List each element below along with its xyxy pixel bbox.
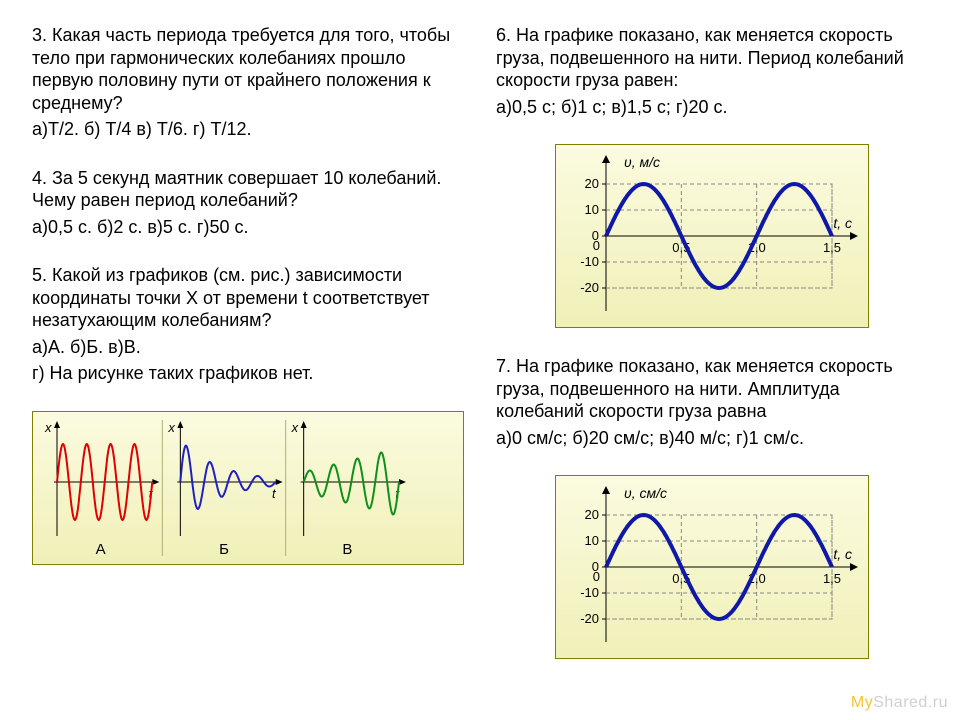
q6-chart-frame: -20-10010200,51,01,50υ, м/сt, с [555,144,869,328]
svg-text:-20: -20 [580,280,599,295]
q7-answers: а)0 см/с; б)20 см/с; в)40 м/с; г)1 см/с. [496,427,928,450]
svg-text:-10: -10 [580,585,599,600]
question-3: 3. Какая часть периода требуется для тог… [32,24,464,145]
q7-chart-frame: -20-10010200,51,01,50υ, см/сt, с [555,475,869,659]
svg-text:10: 10 [585,533,599,548]
svg-text:0: 0 [593,238,600,253]
velocity-chart: -20-10010200,51,01,50υ, м/сt, с [562,151,862,321]
q5-three-panels: xtАxtБxtВ [39,418,409,558]
velocity-chart: -20-10010200,51,01,50υ, см/сt, с [562,482,862,652]
left-column: 3. Какая часть периода требуется для тог… [32,24,464,696]
q5-charts-frame: xtАxtБxtВ [32,411,464,565]
svg-text:А: А [96,541,106,558]
q4-text: 4. За 5 секунд маятник совершает 10 коле… [32,167,464,212]
watermark-prefix: My [851,694,873,711]
q5-answers-1: а)А. б)Б. в)В. [32,336,464,359]
right-column: 6. На графике показано, как меняется ско… [496,24,928,696]
svg-text:x: x [167,420,175,435]
svg-text:t, с: t, с [833,215,852,231]
question-5: 5. Какой из графиков (см. рис.) зависимо… [32,264,464,389]
svg-text:-10: -10 [580,254,599,269]
q3-answers: а)T/2. б) T/4 в) T/6. г) T/12. [32,118,464,141]
q6-text: 6. На графике показано, как меняется ско… [496,24,928,92]
svg-text:В: В [342,541,352,558]
q3-text: 3. Какая часть периода требуется для тог… [32,24,464,114]
q4-answers: а)0,5 с. б)2 с. в)5 с. г)50 с. [32,216,464,239]
svg-text:20: 20 [585,176,599,191]
svg-text:20: 20 [585,507,599,522]
svg-text:Б: Б [219,541,229,558]
q5-answers-2: г) На рисунке таких графиков нет. [32,362,464,385]
question-6: 6. На графике показано, как меняется ско… [496,24,928,122]
watermark-suffix: Shared.ru [873,694,948,711]
svg-text:t, с: t, с [833,546,852,562]
svg-text:0: 0 [593,569,600,584]
question-4: 4. За 5 секунд маятник совершает 10 коле… [32,167,464,243]
svg-text:10: 10 [585,202,599,217]
svg-text:-20: -20 [580,611,599,626]
svg-text:x: x [44,420,52,435]
q5-text: 5. Какой из графиков (см. рис.) зависимо… [32,264,464,332]
q6-answers: а)0,5 с; б)1 с; в)1,5 с; г)20 с. [496,96,928,119]
watermark: MyShared.ru [851,694,948,712]
svg-text:υ, м/с: υ, м/с [624,154,660,170]
svg-text:1,5: 1,5 [823,571,841,586]
svg-text:t: t [272,486,277,501]
svg-text:x: x [291,420,299,435]
question-7: 7. На графике показано, как меняется ско… [496,355,928,453]
svg-text:1,5: 1,5 [823,240,841,255]
svg-text:υ, см/с: υ, см/с [624,485,667,501]
q7-text: 7. На графике показано, как меняется ско… [496,355,928,423]
